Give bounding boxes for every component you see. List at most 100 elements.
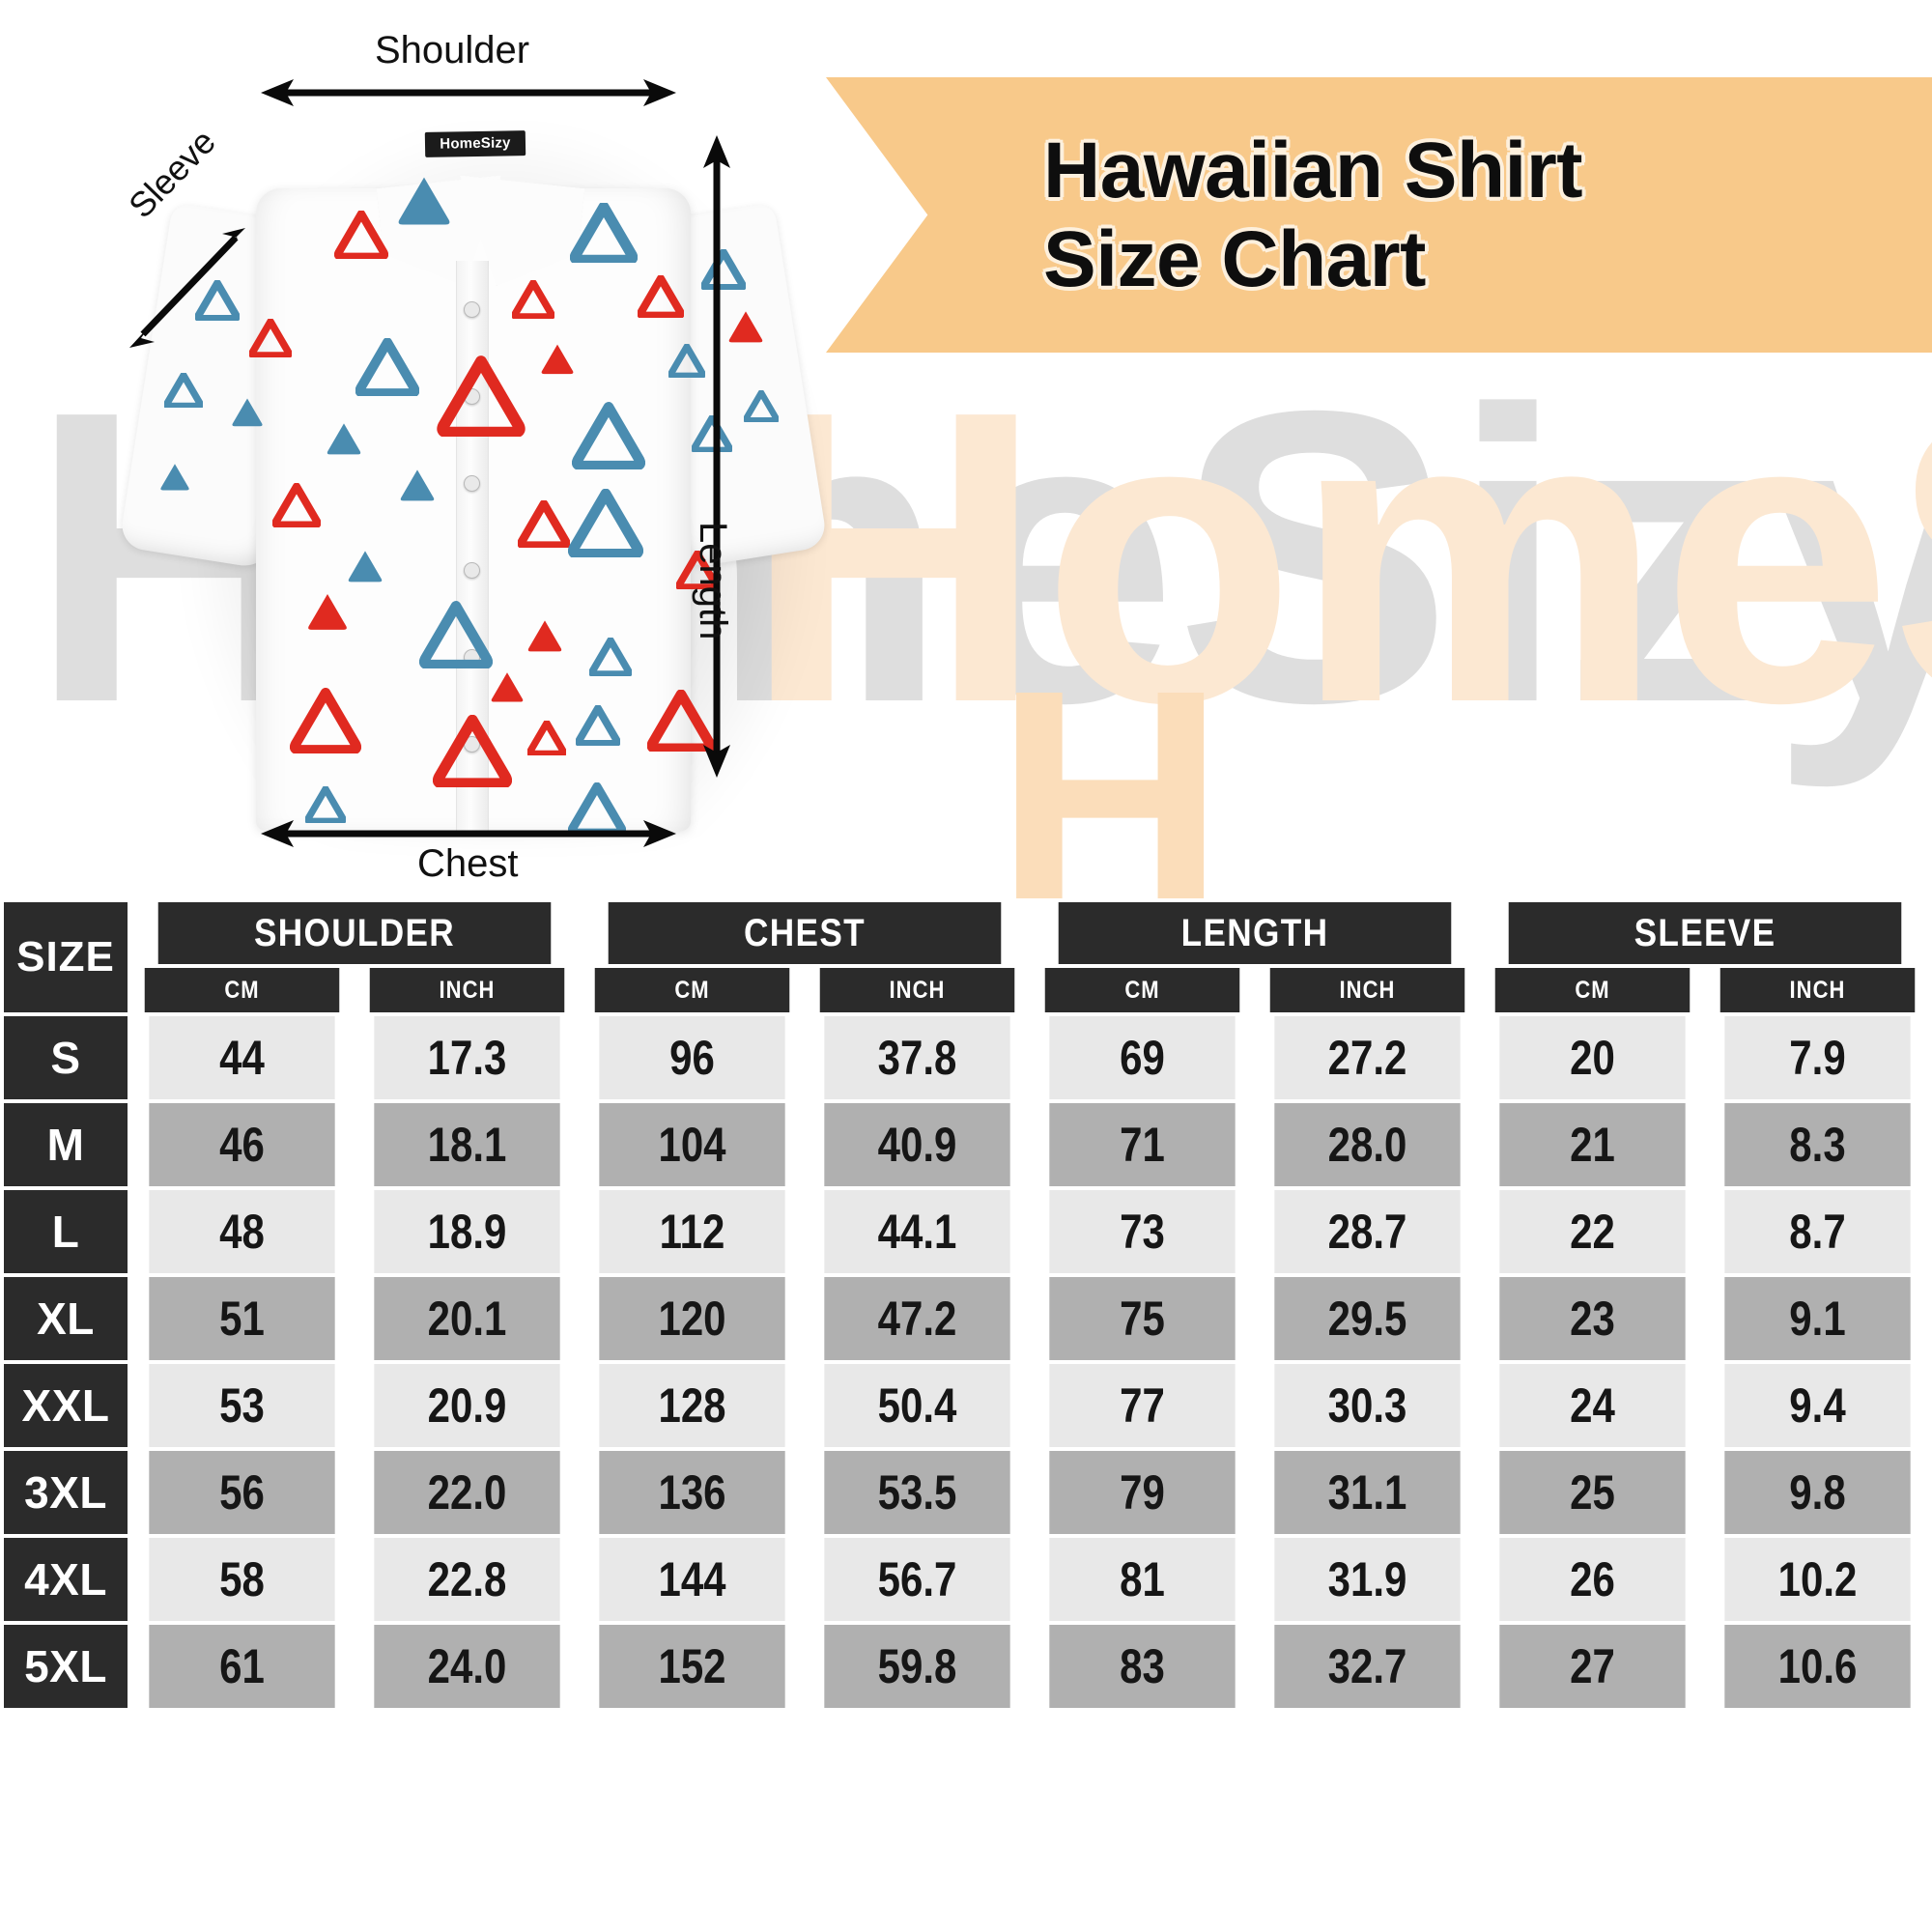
table-unit-header-row: CM INCH CM INCH CM INCH CM INCH — [4, 968, 1928, 1012]
measurement-cell-chest-cm: 128 — [599, 1364, 785, 1447]
pattern-triangle-red-outline — [433, 715, 512, 787]
measurement-cell-shoulder-cm: 56 — [149, 1451, 335, 1534]
measurement-cell-length-cm: 73 — [1049, 1190, 1236, 1273]
size-chart-table: SIZE SHOULDER CHEST LENGTH SLEEVE CM INC… — [0, 898, 1932, 1712]
measurement-cell-shoulder-in: 18.9 — [374, 1190, 560, 1273]
measurement-cell-sleeve-in: 9.8 — [1724, 1451, 1911, 1534]
measurement-cell-sleeve-in: 7.9 — [1724, 1016, 1911, 1099]
pattern-triangle-blue-solid — [230, 396, 265, 428]
length-arrow — [703, 135, 730, 778]
measurement-cell-length-cm: 71 — [1049, 1103, 1236, 1186]
pattern-triangle-red-outline — [249, 319, 292, 357]
measurement-cell-length-in: 32.7 — [1274, 1625, 1461, 1708]
measurement-cell-length-cm: 69 — [1049, 1016, 1236, 1099]
pattern-triangle-blue-outline — [668, 344, 705, 378]
measurement-cell-length-in: 31.9 — [1274, 1538, 1461, 1621]
unit-header-chest-cm: CM — [594, 968, 790, 1012]
pattern-triangle-red-outline — [527, 721, 566, 755]
length-label: Length — [692, 522, 734, 640]
measurement-cell-shoulder-in: 17.3 — [374, 1016, 560, 1099]
measurement-cell-sleeve-in: 10.2 — [1724, 1538, 1911, 1621]
pattern-triangle-blue-outline — [570, 203, 638, 263]
measurement-cell-sleeve-cm: 22 — [1499, 1190, 1686, 1273]
measurement-cell-length-cm: 83 — [1049, 1625, 1236, 1708]
pattern-triangle-red-outline — [272, 483, 321, 527]
measurement-cell-sleeve-in: 10.6 — [1724, 1625, 1911, 1708]
measurement-cell-chest-in: 47.2 — [824, 1277, 1010, 1360]
pattern-triangle-blue-outline — [589, 638, 632, 676]
pattern-triangle-red-outline — [512, 280, 554, 319]
table-row: 4XL 58 22.8 144 56.7 81 31.9 26 10.2 — [4, 1538, 1928, 1621]
measurement-cell-shoulder-cm: 61 — [149, 1625, 335, 1708]
measurement-cell-shoulder-in: 22.8 — [374, 1538, 560, 1621]
size-cell: M — [4, 1103, 128, 1186]
pattern-triangle-blue-outline — [305, 786, 346, 823]
watermark-h-monogram: H — [995, 623, 1225, 898]
measurement-cell-sleeve-cm: 20 — [1499, 1016, 1686, 1099]
measurement-cell-length-cm: 79 — [1049, 1451, 1236, 1534]
banner-title-line2: Size Chart — [1043, 214, 1427, 303]
measurement-cell-shoulder-in: 20.9 — [374, 1364, 560, 1447]
pattern-triangle-blue-solid — [158, 462, 191, 492]
measurement-cell-shoulder-in: 18.1 — [374, 1103, 560, 1186]
measurement-cell-sleeve-cm: 23 — [1499, 1277, 1686, 1360]
pattern-triangle-blue-outline — [576, 705, 620, 746]
size-cell: XL — [4, 1277, 128, 1360]
measurement-cell-sleeve-in: 9.4 — [1724, 1364, 1911, 1447]
measurement-cell-sleeve-cm: 24 — [1499, 1364, 1686, 1447]
size-cell: L — [4, 1190, 128, 1273]
table-group-header-row: SIZE SHOULDER CHEST LENGTH SLEEVE — [4, 902, 1928, 1012]
measurement-cell-shoulder-cm: 51 — [149, 1277, 335, 1360]
measurement-cell-shoulder-in: 24.0 — [374, 1625, 560, 1708]
measurement-cell-sleeve-cm: 27 — [1499, 1625, 1686, 1708]
table-head: SIZE SHOULDER CHEST LENGTH SLEEVE CM INC… — [4, 902, 1928, 1012]
title-banner: Hawaiian Shirt Size Chart — [826, 77, 1932, 353]
measurement-cell-chest-in: 44.1 — [824, 1190, 1010, 1273]
measurement-cell-shoulder-in: 22.0 — [374, 1451, 560, 1534]
size-cell: 5XL — [4, 1625, 128, 1708]
measurement-cell-shoulder-cm: 58 — [149, 1538, 335, 1621]
measurement-cell-length-in: 30.3 — [1274, 1364, 1461, 1447]
pattern-triangle-red-outline — [290, 688, 361, 753]
pattern-triangle-blue-outline — [572, 402, 645, 469]
measurement-cell-shoulder-cm: 46 — [149, 1103, 335, 1186]
measurement-cell-chest-cm: 120 — [599, 1277, 785, 1360]
pattern-triangle-red-outline — [647, 690, 715, 752]
table-row: 5XL 61 24.0 152 59.8 83 32.7 27 10.6 — [4, 1625, 1928, 1708]
group-header-sleeve: SLEEVE — [1508, 902, 1902, 964]
measurement-cell-sleeve-in: 8.3 — [1724, 1103, 1911, 1186]
pattern-triangle-blue-outline — [419, 601, 493, 668]
measurement-cell-chest-in: 40.9 — [824, 1103, 1010, 1186]
sleeve-arrow — [129, 228, 245, 348]
table-body: S 44 17.3 96 37.8 69 27.2 20 7.9 M 46 18.1 104 40.9 71… — [4, 1016, 1928, 1708]
table-row: XXL 53 20.9 128 50.4 77 30.3 24 9.4 — [4, 1364, 1928, 1447]
pattern-triangle-red-outline — [437, 355, 526, 437]
group-header-chest: CHEST — [608, 902, 1002, 964]
measurement-cell-length-cm: 75 — [1049, 1277, 1236, 1360]
unit-header-chest-inch: INCH — [819, 968, 1015, 1012]
table-row: S 44 17.3 96 37.8 69 27.2 20 7.9 — [4, 1016, 1928, 1099]
pattern-triangle-blue-outline — [568, 489, 643, 557]
unit-header-sleeve-inch: INCH — [1719, 968, 1916, 1012]
banner-title-line1: Hawaiian Shirt — [1043, 126, 1583, 214]
unit-header-sleeve-cm: CM — [1494, 968, 1690, 1012]
unit-header-length-inch: INCH — [1269, 968, 1465, 1012]
size-chart-table-container: SIZE SHOULDER CHEST LENGTH SLEEVE CM INC… — [0, 898, 1932, 1712]
watermark-peach-text: HomeSizy — [744, 326, 1932, 789]
pattern-triangle-blue-outline — [744, 390, 779, 422]
group-header-shoulder: SHOULDER — [157, 902, 552, 964]
measurement-cell-chest-cm: 112 — [599, 1190, 785, 1273]
pattern-triangle-blue-outline — [692, 415, 732, 452]
measurement-cell-length-in: 29.5 — [1274, 1277, 1461, 1360]
measurement-cell-chest-in: 56.7 — [824, 1538, 1010, 1621]
size-cell: S — [4, 1016, 128, 1099]
measurement-cell-length-in: 28.7 — [1274, 1190, 1461, 1273]
pattern-triangle-red-outline — [334, 211, 388, 259]
measurement-cell-chest-cm: 152 — [599, 1625, 785, 1708]
table-row: L 48 18.9 112 44.1 73 28.7 22 8.7 — [4, 1190, 1928, 1273]
measurement-cell-shoulder-cm: 44 — [149, 1016, 335, 1099]
pattern-triangle-blue-solid — [325, 421, 363, 456]
measurement-cell-chest-in: 59.8 — [824, 1625, 1010, 1708]
pattern-triangle-red-solid — [726, 309, 765, 344]
shoulder-arrow — [261, 79, 676, 106]
